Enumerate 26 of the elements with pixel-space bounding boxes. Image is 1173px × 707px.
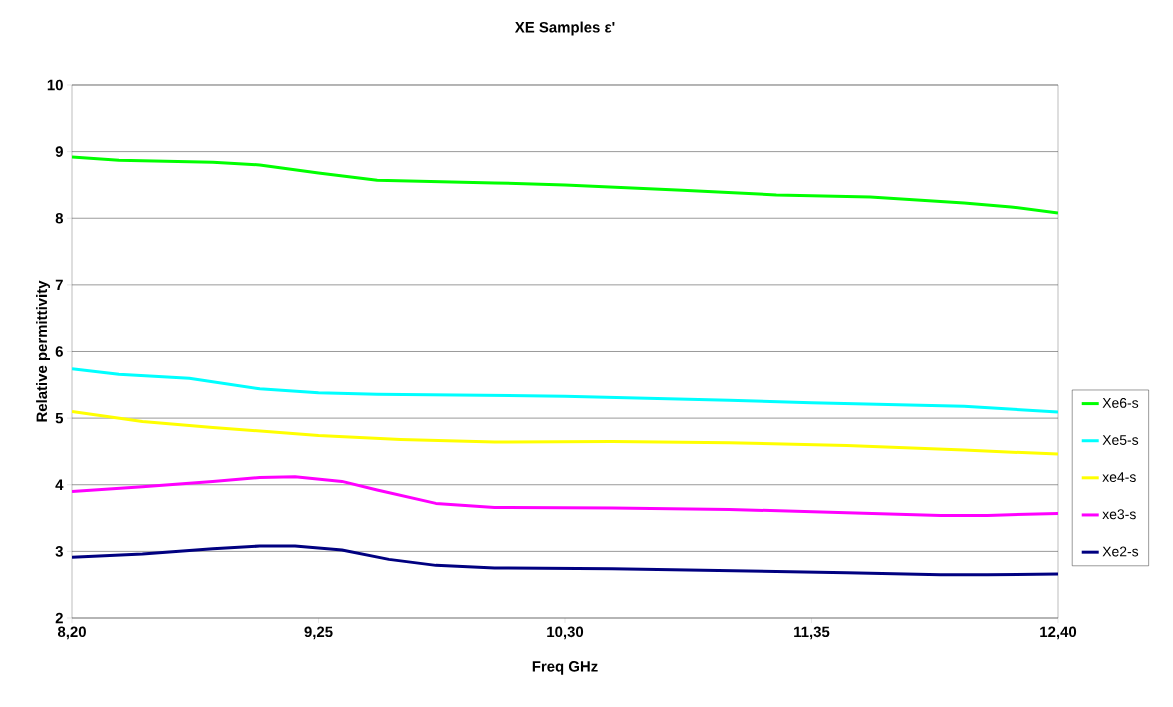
line-series [72,409,1059,456]
y-tick-label: 8 [55,212,64,224]
x-axis-title: Freq GHz [532,661,598,675]
legend-label: Xe6-s [1102,397,1139,408]
y-tick-label: 6 [55,346,63,357]
x-tick-label: 11,35 [794,626,830,640]
y-tick-label: 9 [55,146,63,157]
legend-label: Xe5-s [1102,435,1139,445]
x-tick-label: 8,20 [57,626,86,640]
y-tick-label: 10 [47,79,63,91]
legend-label: Xe2-s [1102,546,1139,557]
legend-label: xe4-s [1102,472,1136,482]
x-tick-label: 12,40 [1040,626,1077,640]
legend-label: xe3-s [1102,509,1136,520]
y-tick-label: 7 [55,279,63,291]
line-series [72,367,1059,414]
line-series [72,155,1059,215]
line-series [72,475,1059,517]
y-axis-title: Relative permittivity [36,280,51,422]
y-tick-label: 3 [55,546,63,557]
y-tick-label: 4 [55,479,64,490]
y-tick-label: 5 [55,412,64,424]
x-tick-label: 9,25 [304,626,333,640]
x-tick-label: 10,30 [547,626,584,640]
y-tick-label: 2 [55,612,63,624]
chart-title: XE Samples ε' [514,21,615,36]
